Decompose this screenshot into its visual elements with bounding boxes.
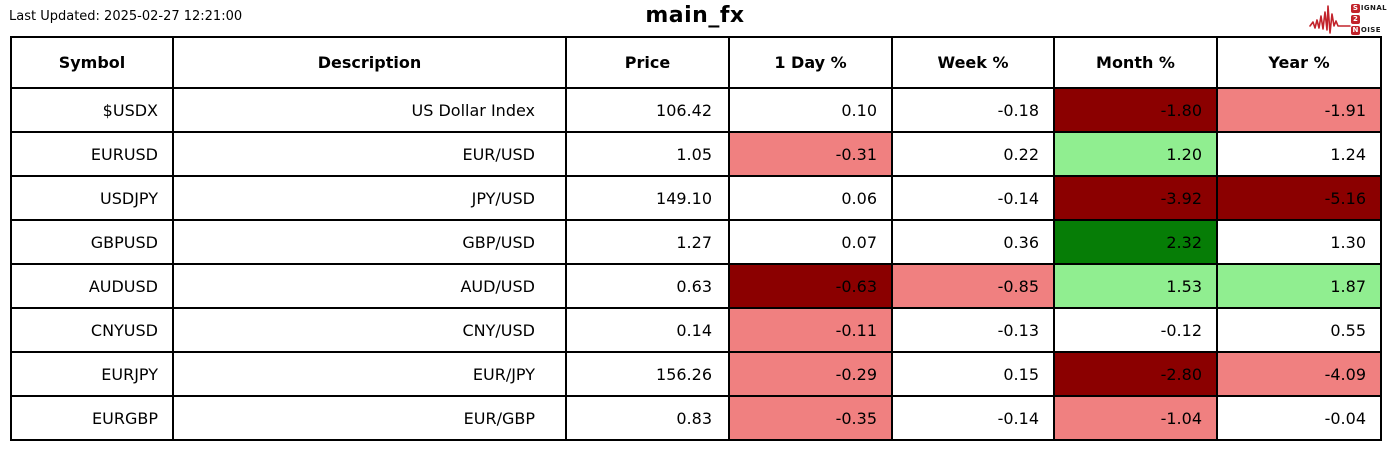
logo-signal-rest: IGNAL <box>1360 4 1387 12</box>
table-row: EURJPY EUR/JPY 156.26 -0.29 0.15 -2.80 -… <box>10 351 1382 397</box>
description-cell: JPY/USD <box>172 175 567 221</box>
day-change-cell: 0.07 <box>728 219 893 265</box>
column-header-month: Month % <box>1053 36 1218 89</box>
week-change-cell: -0.14 <box>891 175 1055 221</box>
price-cell: 149.10 <box>565 175 730 221</box>
table-row: GBPUSD GBP/USD 1.27 0.07 0.36 2.32 1.30 <box>10 219 1382 265</box>
week-change-cell: 0.36 <box>891 219 1055 265</box>
month-change-cell: -2.80 <box>1053 351 1218 397</box>
month-change-cell: -1.80 <box>1053 87 1218 133</box>
symbol-cell: EURGBP <box>10 395 174 441</box>
column-header-symbol: Symbol <box>10 36 174 89</box>
column-header-1-day: 1 Day % <box>728 36 893 89</box>
description-cell: EUR/GBP <box>172 395 567 441</box>
description-cell: EUR/JPY <box>172 351 567 397</box>
logo-line-signal: S IGNAL <box>1350 3 1387 14</box>
table-row: $USDX US Dollar Index 106.42 0.10 -0.18 … <box>10 87 1382 133</box>
year-change-cell: 1.30 <box>1216 219 1382 265</box>
year-change-cell: 0.55 <box>1216 307 1382 353</box>
description-cell: AUD/USD <box>172 263 567 309</box>
symbol-cell: GBPUSD <box>10 219 174 265</box>
column-header-description: Description <box>172 36 567 89</box>
logo-text: S IGNAL 2 N OISE <box>1350 3 1387 36</box>
column-header-year: Year % <box>1216 36 1382 89</box>
month-change-cell: 2.32 <box>1053 219 1218 265</box>
symbol-cell: USDJPY <box>10 175 174 221</box>
week-change-cell: -0.13 <box>891 307 1055 353</box>
day-change-cell: 0.10 <box>728 87 893 133</box>
logo-s-badge: S <box>1350 3 1360 13</box>
description-cell: US Dollar Index <box>172 87 567 133</box>
price-cell: 0.83 <box>565 395 730 441</box>
month-change-cell: 1.20 <box>1053 131 1218 177</box>
week-change-cell: -0.85 <box>891 263 1055 309</box>
price-cell: 0.14 <box>565 307 730 353</box>
price-cell: 0.63 <box>565 263 730 309</box>
day-change-cell: -0.63 <box>728 263 893 309</box>
week-change-cell: -0.14 <box>891 395 1055 441</box>
table-row: AUDUSD AUD/USD 0.63 -0.63 -0.85 1.53 1.8… <box>10 263 1382 309</box>
price-cell: 106.42 <box>565 87 730 133</box>
description-cell: CNY/USD <box>172 307 567 353</box>
table-row: EURGBP EUR/GBP 0.83 -0.35 -0.14 -1.04 -0… <box>10 395 1382 441</box>
symbol-cell: CNYUSD <box>10 307 174 353</box>
page-title: main_fx <box>645 3 745 28</box>
symbol-cell: EURUSD <box>10 131 174 177</box>
header-row: Symbol Description Price 1 Day % Week % Month… <box>10 36 1382 89</box>
last-updated-text: Last Updated: 2025-02-27 12:21:00 <box>9 9 243 24</box>
logo-noise-rest: OISE <box>1360 26 1381 34</box>
table-row: USDJPY JPY/USD 149.10 0.06 -0.14 -3.92 -… <box>10 175 1382 221</box>
month-change-cell: 1.53 <box>1053 263 1218 309</box>
day-change-cell: -0.11 <box>728 307 893 353</box>
year-change-cell: 1.24 <box>1216 131 1382 177</box>
price-cell: 1.27 <box>565 219 730 265</box>
symbol-cell: AUDUSD <box>10 263 174 309</box>
column-header-price: Price <box>565 36 730 89</box>
signal2noise-logo: S IGNAL 2 N OISE <box>1309 1 1387 37</box>
waveform-icon <box>1309 5 1351 34</box>
logo-line-noise: N OISE <box>1350 25 1387 36</box>
table-row: CNYUSD CNY/USD 0.14 -0.11 -0.13 -0.12 0.… <box>10 307 1382 353</box>
logo-n-badge: N <box>1350 25 1360 35</box>
price-cell: 156.26 <box>565 351 730 397</box>
column-header-week: Week % <box>891 36 1055 89</box>
week-change-cell: 0.15 <box>891 351 1055 397</box>
week-change-cell: -0.18 <box>891 87 1055 133</box>
fx-table: Symbol Description Price 1 Day % Week % Month… <box>10 36 1382 441</box>
price-cell: 1.05 <box>565 131 730 177</box>
description-cell: GBP/USD <box>172 219 567 265</box>
year-change-cell: -4.09 <box>1216 351 1382 397</box>
symbol-cell: EURJPY <box>10 351 174 397</box>
week-change-cell: 0.22 <box>891 131 1055 177</box>
logo-2-badge: 2 <box>1350 14 1360 24</box>
month-change-cell: -0.12 <box>1053 307 1218 353</box>
symbol-cell: $USDX <box>10 87 174 133</box>
table-body: $USDX US Dollar Index 106.42 0.10 -0.18 … <box>10 87 1382 441</box>
year-change-cell: -1.91 <box>1216 87 1382 133</box>
day-change-cell: 0.06 <box>728 175 893 221</box>
logo-line-two: 2 <box>1350 14 1387 25</box>
table-row: EURUSD EUR/USD 1.05 -0.31 0.22 1.20 1.24 <box>10 131 1382 177</box>
day-change-cell: -0.31 <box>728 131 893 177</box>
year-change-cell: 1.87 <box>1216 263 1382 309</box>
year-change-cell: -5.16 <box>1216 175 1382 221</box>
description-cell: EUR/USD <box>172 131 567 177</box>
year-change-cell: -0.04 <box>1216 395 1382 441</box>
month-change-cell: -3.92 <box>1053 175 1218 221</box>
day-change-cell: -0.29 <box>728 351 893 397</box>
month-change-cell: -1.04 <box>1053 395 1218 441</box>
day-change-cell: -0.35 <box>728 395 893 441</box>
